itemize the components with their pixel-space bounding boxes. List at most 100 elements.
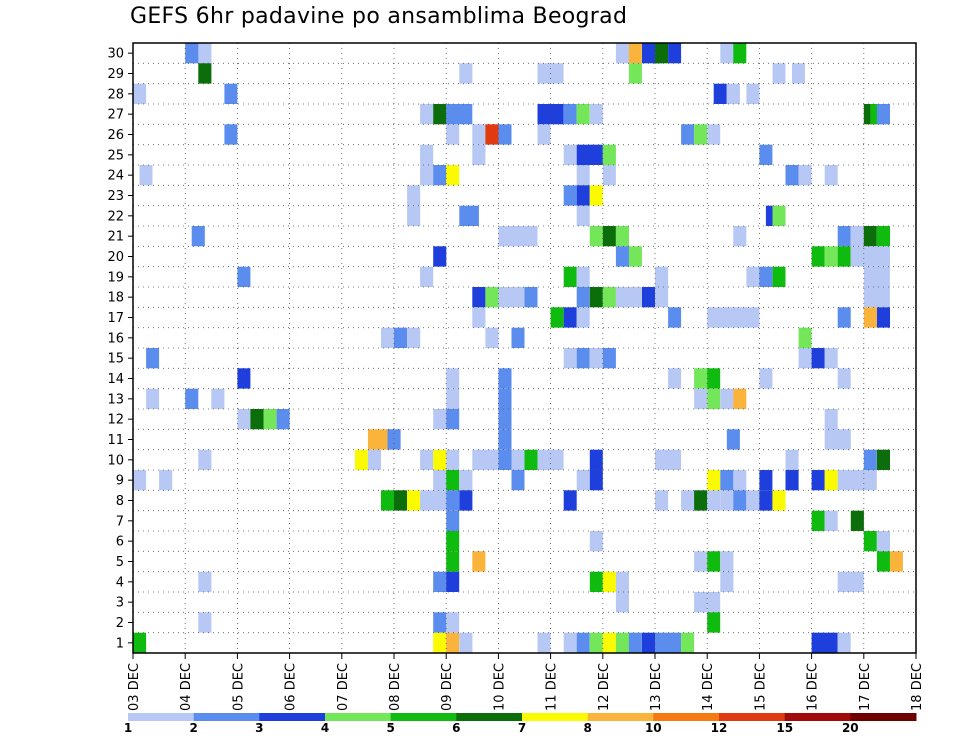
- y-tick-label: 11: [107, 433, 124, 448]
- heatmap-cell: [589, 287, 603, 308]
- heatmap-cell: [276, 409, 290, 430]
- legend-swatch: [456, 713, 523, 721]
- heatmap-cell: [746, 266, 760, 287]
- heatmap-cell: [824, 348, 838, 369]
- heatmap-cell: [837, 470, 877, 491]
- heatmap-cell: [472, 551, 486, 572]
- heatmap-cell: [354, 449, 368, 470]
- heatmap-cell: [824, 510, 838, 531]
- y-tick-label: 24: [107, 169, 124, 184]
- heatmap-cell: [446, 571, 460, 592]
- heatmap-cell: [563, 185, 577, 206]
- heatmap-cell: [876, 104, 890, 125]
- heatmap-cell: [824, 246, 838, 267]
- y-tick-label: 29: [107, 67, 124, 82]
- heatmap-cell: [446, 490, 460, 511]
- heatmap-cell: [863, 266, 890, 287]
- heatmap-cell: [589, 571, 603, 592]
- heatmap-cell: [159, 470, 173, 491]
- heatmap-cell: [420, 104, 434, 125]
- heatmap-cell: [485, 124, 499, 145]
- y-tick-label: 30: [107, 47, 124, 62]
- heatmap-cell: [446, 104, 473, 125]
- heatmap-cell: [811, 510, 825, 531]
- heatmap-cell: [707, 592, 721, 613]
- heatmap-cell: [785, 449, 799, 470]
- heatmap-cell: [563, 266, 577, 287]
- heatmap-cell: [589, 632, 603, 653]
- heatmap-cell: [694, 368, 708, 389]
- heatmap-cell: [798, 348, 812, 369]
- heatmap-cell: [681, 490, 695, 511]
- y-tick-label: 1: [116, 636, 124, 651]
- heatmap-cell: [237, 368, 251, 389]
- heatmap-cell: [446, 470, 460, 491]
- heatmap-cell: [511, 470, 525, 491]
- heatmap-cell: [133, 632, 147, 653]
- heatmap-cell: [459, 470, 473, 491]
- y-tick-label: 7: [116, 514, 124, 529]
- legend-label: 6: [452, 721, 460, 735]
- heatmap-cell: [824, 165, 838, 186]
- heatmap-cell: [498, 226, 538, 247]
- heatmap-cell: [785, 470, 799, 491]
- heatmap-cell: [446, 551, 460, 572]
- heatmap-cell: [537, 449, 564, 470]
- heatmap-cell: [537, 104, 564, 125]
- heatmap-cell: [589, 449, 603, 470]
- heatmap-cell: [707, 124, 721, 145]
- heatmap-cell: [668, 43, 682, 64]
- heatmap-cell: [720, 551, 734, 572]
- heatmap-cell: [733, 490, 747, 511]
- y-tick-label: 23: [107, 189, 124, 204]
- x-tick-label: 16 DEC: [806, 663, 821, 711]
- heatmap-cell: [576, 307, 590, 328]
- y-axis: 1234567891011121314151617181920212223242…: [107, 47, 133, 651]
- x-tick-label: 17 DEC: [858, 663, 873, 711]
- heatmap-cell: [224, 124, 238, 145]
- heatmap-cell: [394, 490, 408, 511]
- heatmap-cell: [459, 205, 479, 226]
- heatmap-cell: [563, 104, 577, 125]
- heatmap-cell: [655, 632, 682, 653]
- heatmap-cell: [498, 449, 512, 470]
- heatmap-cell: [615, 226, 629, 247]
- plot-frame: [132, 42, 917, 654]
- legend-swatch: [390, 713, 457, 721]
- heatmap-cell: [811, 246, 825, 267]
- legend-label: 3: [255, 721, 263, 735]
- heatmap-cell: [602, 226, 616, 247]
- legend-swatch: [784, 713, 851, 721]
- legend-label: 7: [518, 721, 526, 735]
- heatmap-cell: [824, 470, 838, 491]
- y-tick-label: 22: [107, 209, 124, 224]
- x-tick-label: 11 DEC: [545, 663, 560, 711]
- legend-swatch: [259, 713, 326, 721]
- y-tick-label: 5: [116, 555, 124, 570]
- heatmap-cell: [733, 43, 747, 64]
- heatmap-cell: [198, 612, 212, 633]
- heatmap-cell: [498, 287, 525, 308]
- heatmap-cell: [837, 632, 851, 653]
- heatmap-cell: [498, 429, 512, 450]
- x-tick-label: 08 DEC: [388, 663, 403, 711]
- heatmap-cell: [550, 307, 564, 328]
- heatmap-cell: [459, 63, 473, 84]
- heatmap-cell: [576, 144, 603, 165]
- heatmap-cell: [792, 63, 805, 84]
- heatmap-cell: [602, 571, 616, 592]
- heatmap-cell: [733, 226, 747, 247]
- heatmap-cell: [537, 632, 551, 653]
- heatmap-cell: [589, 531, 603, 552]
- heatmap-cell: [642, 287, 655, 308]
- y-tick-label: 20: [107, 250, 124, 265]
- heatmap-cell: [798, 327, 812, 348]
- heatmap-cell: [642, 632, 655, 653]
- heatmap-cell: [133, 83, 147, 104]
- y-tick-label: 3: [116, 596, 124, 611]
- y-tick-label: 4: [116, 575, 124, 590]
- heatmap-cell: [576, 470, 590, 491]
- legend-label: 15: [776, 721, 793, 735]
- heatmap-cell: [589, 226, 603, 247]
- heatmap-cell: [837, 307, 851, 328]
